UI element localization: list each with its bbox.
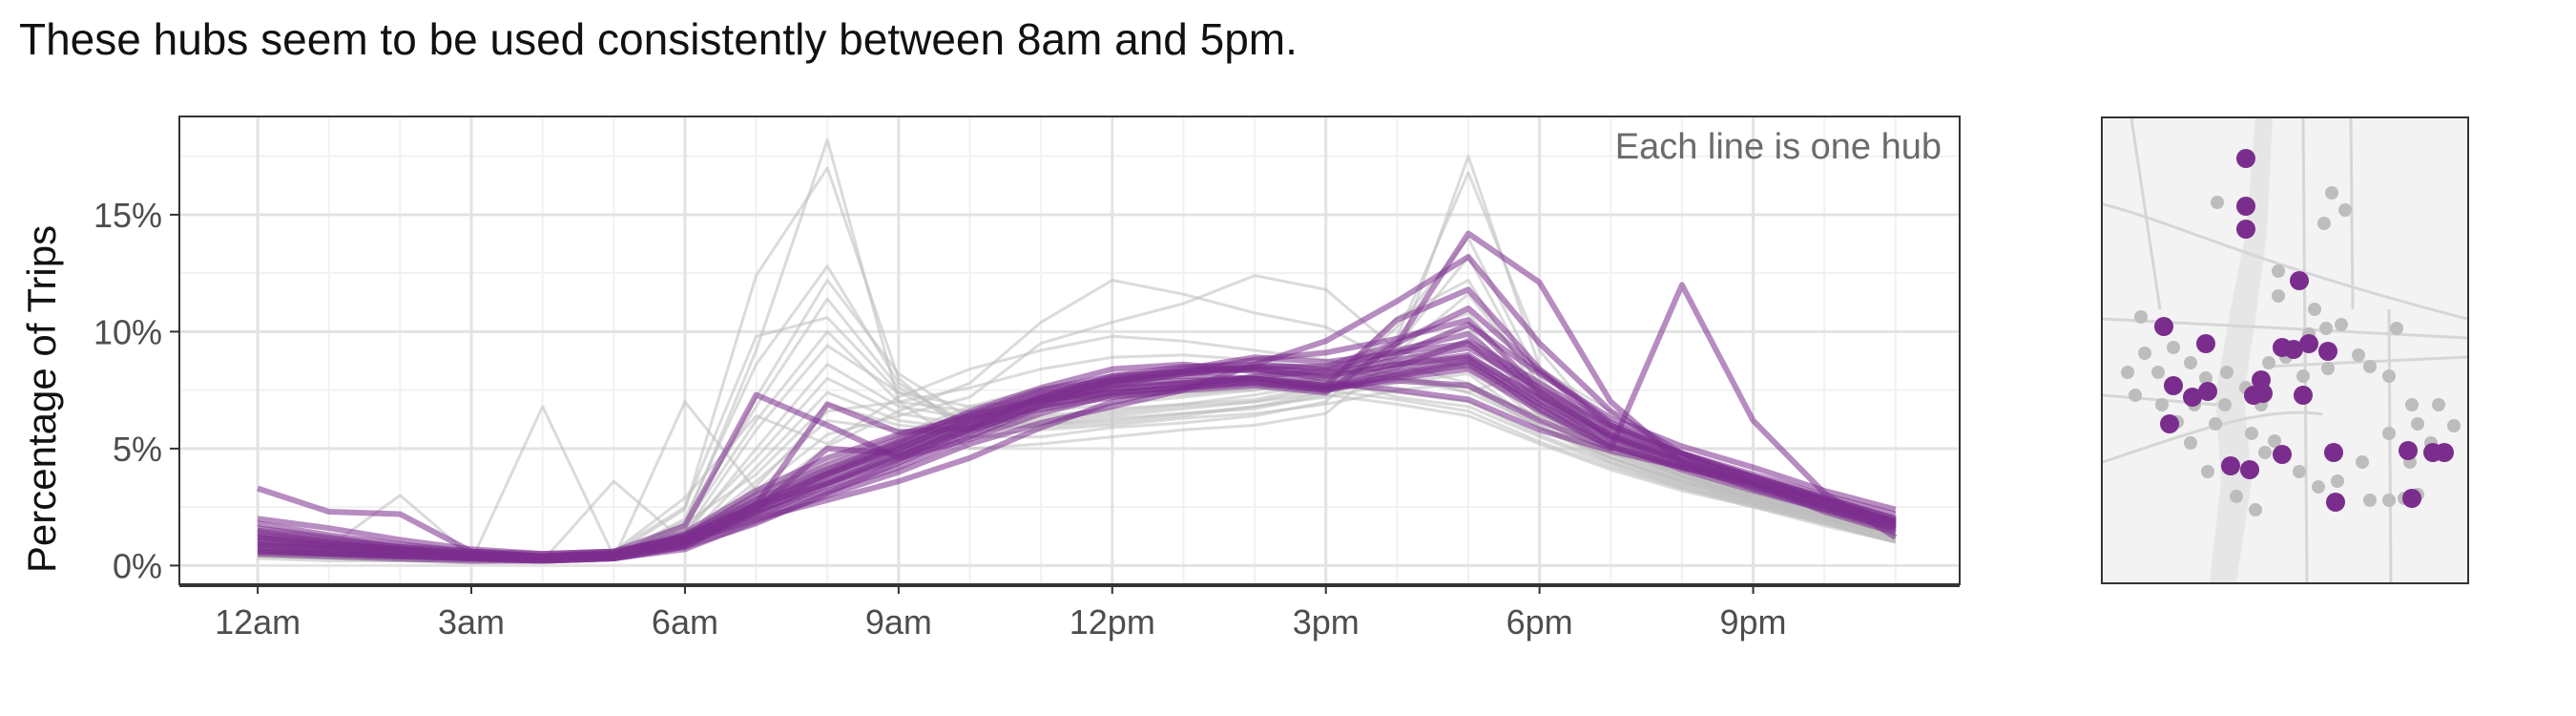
map-hub-point-highlighted [2164, 376, 2183, 395]
map-hub-point-highlighted [2290, 271, 2309, 290]
map-hub-point-highlighted [2198, 382, 2217, 401]
map-hub-point-other [2335, 318, 2348, 331]
map-hub-point-other [2432, 398, 2445, 411]
series-line-hub-17 [258, 305, 1897, 564]
map-hub-point-highlighted [2399, 441, 2418, 460]
map-hub-point-other [2317, 217, 2331, 230]
map-hub-point-other [2121, 366, 2134, 379]
map-hub-point-other [2211, 196, 2224, 209]
map-hub-point-other [2272, 264, 2285, 278]
map-hub-point-other [2134, 310, 2148, 324]
map-hub-point-other [2352, 348, 2365, 362]
map-hub-point-other [2167, 341, 2180, 354]
map-hub-point-other [2230, 490, 2243, 503]
map-hub-point-other [2245, 427, 2258, 440]
x-tick-label: 9pm [1720, 602, 1787, 642]
map-hub-point-other [2268, 434, 2281, 448]
y-tick-label: 10% [93, 312, 162, 351]
map-hub-point-other [2312, 480, 2325, 494]
map-hub-point-other [2138, 347, 2151, 360]
map-hub-point-highlighted [2299, 334, 2318, 353]
map-hub-point-other [2199, 371, 2212, 385]
map-hub-point-other [2338, 203, 2352, 217]
series-layer [257, 138, 1898, 565]
map-hub-point-other [2151, 366, 2165, 379]
map-hub-point-highlighted [2254, 384, 2273, 403]
map-hub-point-highlighted [2236, 220, 2255, 239]
map-hub-point-other [2129, 389, 2142, 402]
map-hub-point-highlighted [2236, 149, 2255, 168]
x-tick-label: 9am [865, 602, 932, 642]
map-hub-point-other [2184, 356, 2197, 369]
y-axis-title-group: Percentage of Trips [19, 225, 64, 573]
map-hub-point-other [2447, 419, 2461, 432]
plot-border [178, 116, 1961, 585]
axis-layer: 0% 5% 10% 15% 12am 3am 6am 9am 12pm 3pm 6pm 9pm [93, 196, 1960, 642]
map-hub-point-other [2411, 417, 2424, 431]
map-hub-point-highlighted [2324, 443, 2343, 462]
map-hub-points [2121, 149, 2461, 516]
map-hub-point-other [2296, 369, 2310, 383]
series-line-hub-18 [257, 351, 1897, 559]
y-tick-label: 0% [113, 546, 162, 585]
map-hub-point-other [2325, 186, 2338, 200]
map-hub-point-highlighted [2294, 386, 2313, 405]
map-hub-point-other [2209, 417, 2222, 431]
map-hub-point-other [2220, 366, 2233, 379]
map-hub-point-other [2390, 322, 2403, 335]
map-hub-point-highlighted [2402, 489, 2421, 508]
map-hub-point-other [2382, 427, 2396, 440]
map-hub-point-other [2218, 398, 2232, 411]
map-hub-point-other [2308, 303, 2321, 316]
map-hub-point-highlighted [2160, 414, 2179, 433]
map-hub-point-highlighted [2240, 460, 2259, 479]
map-hub-point-other [2249, 503, 2262, 516]
map-hub-point-other [2382, 369, 2396, 383]
y-tick-label: 15% [93, 196, 162, 235]
map-hub-point-other [2201, 465, 2214, 478]
map-hub-point-other [2331, 474, 2344, 488]
map-hub-point-other [2258, 446, 2272, 459]
map-hub-point-other [2363, 360, 2377, 373]
map-hub-point-highlighted [2183, 388, 2202, 407]
map-hub-point-highlighted [2326, 493, 2345, 512]
grid-layer [179, 116, 1960, 584]
map-hub-point-other [2363, 494, 2377, 507]
hub-location-map [2101, 116, 2469, 584]
plot-background [179, 116, 1960, 584]
map-hub-point-other [2262, 356, 2275, 369]
map-hub-point-highlighted [2236, 197, 2255, 216]
map-hub-point-highlighted [2273, 445, 2292, 464]
map-hub-point-other [2356, 455, 2369, 469]
x-tick-label: 6am [652, 602, 718, 642]
line-chart: Percentage of Trips Each line is one hub… [19, 116, 1961, 642]
map-hub-point-highlighted [2221, 456, 2240, 475]
map-hub-point-other [2272, 289, 2285, 303]
x-tick-label: 12pm [1070, 602, 1155, 642]
map-hub-point-other [2155, 398, 2169, 411]
x-tick-label: 12am [215, 602, 301, 642]
map-hub-point-other [2382, 494, 2396, 507]
map-hub-point-highlighted [2318, 342, 2337, 361]
map-hub-point-other [2405, 398, 2419, 411]
x-tick-label: 3am [438, 602, 505, 642]
map-hub-point-other [2293, 465, 2306, 478]
x-tick-label: 6pm [1506, 602, 1573, 642]
map-hub-point-other [2321, 362, 2335, 375]
map-hub-point-other [2184, 436, 2197, 450]
chart-title: These hubs seem to be used consistently … [19, 14, 1298, 64]
x-tick-label: 3pm [1293, 602, 1360, 642]
y-axis-title: Percentage of Trips [19, 225, 64, 573]
map-hub-point-highlighted [2284, 340, 2303, 359]
map-hub-point-highlighted [2154, 317, 2173, 336]
map-hub-point-highlighted [2196, 334, 2215, 353]
map-hub-point-highlighted [2435, 443, 2454, 462]
chart-annotation: Each line is one hub [1615, 127, 1942, 167]
map-hub-point-other [2319, 322, 2333, 335]
y-tick-label: 5% [113, 430, 162, 469]
